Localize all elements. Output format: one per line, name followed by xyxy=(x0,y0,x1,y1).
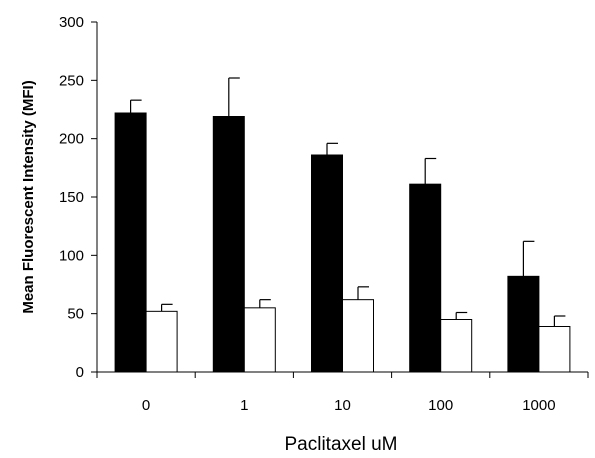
x-axis-title: Paclitaxel uM xyxy=(285,434,398,455)
x-tick-label: 0 xyxy=(142,397,150,414)
bar-series-1 xyxy=(212,116,245,373)
y-axis-title: Mean Fluorescent Intensity (MFI) xyxy=(20,80,37,313)
x-axis: 0 1 10 100 1000 xyxy=(96,371,589,414)
x-tick-label: 1 xyxy=(240,397,248,414)
bar-series-1 xyxy=(114,112,147,373)
bar-series-1 xyxy=(507,275,540,373)
y-tick-label: 0 xyxy=(76,364,84,381)
x-tick-label: 10 xyxy=(334,397,351,414)
x-tick-label: 100 xyxy=(428,397,453,414)
y-tick-label: 100 xyxy=(59,247,84,264)
y-tick-label: 200 xyxy=(59,131,84,148)
bar-series-1 xyxy=(409,183,442,373)
bars xyxy=(114,77,571,373)
y-axis: 0 50 100 150 200 250 300 xyxy=(59,14,98,381)
y-tick-label: 150 xyxy=(59,189,84,206)
bar-series-2 xyxy=(342,299,374,373)
bar-series-2 xyxy=(538,326,571,373)
x-tick-label: 1000 xyxy=(522,397,555,414)
y-tick-label: 250 xyxy=(59,72,84,89)
y-tick-label: 300 xyxy=(59,14,84,31)
bar-series-2 xyxy=(440,319,473,373)
bar-series-1 xyxy=(311,154,343,373)
bar-series-2 xyxy=(243,307,276,373)
y-tick-label: 50 xyxy=(67,306,84,323)
bar-series-2 xyxy=(145,310,178,373)
